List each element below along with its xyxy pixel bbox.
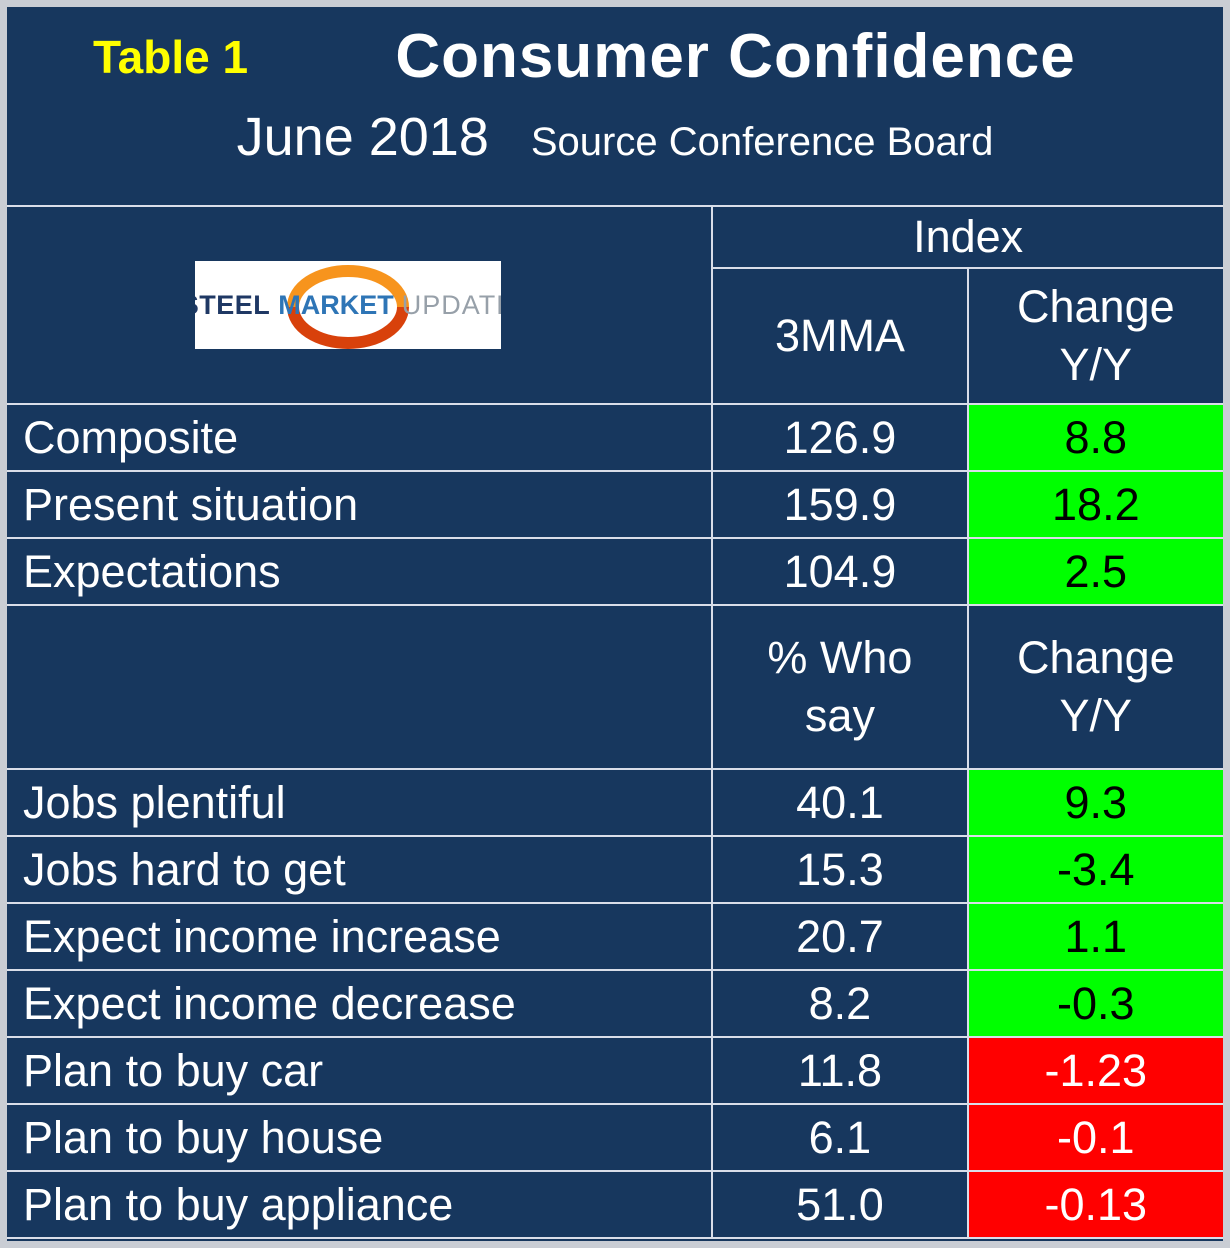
row-label: Plan to buy appliance	[7, 1170, 714, 1239]
row-label: Jobs hard to get	[7, 835, 714, 904]
col-header-3mma: 3MMA	[712, 267, 969, 405]
change-cell: 8.8	[966, 403, 1223, 472]
section-spacer-cell	[7, 604, 714, 770]
change-cell: 18.2	[966, 470, 1223, 539]
consumer-confidence-table: STEEL MARKET UPDATE Index 3MMA Change Y/…	[7, 205, 1223, 1239]
date-label: June 2018	[236, 107, 489, 167]
source-label: Source Conference Board	[530, 120, 994, 164]
index-group-header: Index	[711, 205, 1223, 269]
row-label: Jobs plentiful	[7, 768, 714, 837]
group-header-row: STEEL MARKET UPDATE Index	[7, 205, 1223, 405]
value-cell: 6.1	[711, 1103, 969, 1172]
value-cell: 104.9	[711, 537, 969, 606]
change-cell: -0.13	[966, 1170, 1223, 1239]
row-label: Present situation	[7, 470, 714, 539]
value-cell: 20.7	[711, 902, 969, 971]
change-cell: 9.3	[966, 768, 1223, 837]
row-label: Expect income decrease	[7, 969, 714, 1038]
change-cell: -0.1	[966, 1103, 1223, 1172]
table-number-label: Table 1	[93, 30, 249, 83]
table-row: Jobs plentiful 40.1 9.3	[7, 768, 1223, 837]
page-title: Consumer Confidence	[395, 22, 1076, 91]
row-label: Expectations	[7, 537, 714, 606]
change-cell: -1.23	[966, 1036, 1223, 1105]
table-row: Expect income decrease 8.2 -0.3	[7, 969, 1223, 1038]
column-header-row: 3MMA Change Y/Y	[7, 267, 1223, 405]
table-row: Present situation 159.9 18.2	[7, 470, 1223, 539]
logo-text-steel: STEEL	[195, 289, 271, 320]
row-label: Composite	[7, 403, 714, 472]
header: Table 1 Consumer Confidence June 2018 So…	[7, 7, 1223, 205]
value-cell: 159.9	[711, 470, 969, 539]
value-cell: 11.8	[711, 1036, 969, 1105]
logo-text-update: UPDATE	[401, 289, 501, 320]
title-row: Table 1 Consumer Confidence	[7, 21, 1223, 92]
table-row: Expectations 104.9 2.5	[7, 537, 1223, 606]
col-header-pct-who-say: % Who say	[711, 604, 969, 770]
col-header-change-yy: Change Y/Y	[966, 267, 1223, 405]
change-cell: -3.4	[966, 835, 1223, 904]
table-row: Jobs hard to get 15.3 -3.4	[7, 835, 1223, 904]
steel-market-update-logo: STEEL MARKET UPDATE	[195, 261, 501, 349]
table-row: Plan to buy appliance 51.0 -0.13	[7, 1170, 1223, 1239]
logo-text-market: MARKET	[278, 289, 394, 320]
subtitle-row: June 2018 Source Conference Board	[7, 106, 1223, 168]
value-cell: 8.2	[711, 969, 969, 1038]
value-cell: 51.0	[711, 1170, 969, 1239]
table-row: Plan to buy house 6.1 -0.1	[7, 1103, 1223, 1172]
col-header-change-yy-2: Change Y/Y	[966, 604, 1223, 770]
logo-cell: STEEL MARKET UPDATE	[7, 205, 714, 405]
value-cell: 40.1	[711, 768, 969, 837]
row-label: Expect income increase	[7, 902, 714, 971]
change-cell: 1.1	[966, 902, 1223, 971]
value-cell: 15.3	[711, 835, 969, 904]
change-cell: 2.5	[966, 537, 1223, 606]
value-cell: 126.9	[711, 403, 969, 472]
table-row: Composite 126.9 8.8	[7, 403, 1223, 472]
row-label: Plan to buy house	[7, 1103, 714, 1172]
table-row: Expect income increase 20.7 1.1	[7, 902, 1223, 971]
change-cell: -0.3	[966, 969, 1223, 1038]
logo-swoosh-icon	[287, 265, 409, 349]
row-label: Plan to buy car	[7, 1036, 714, 1105]
section2-header-row: % Who say Change Y/Y	[7, 604, 1223, 770]
table-row: Plan to buy car 11.8 -1.23	[7, 1036, 1223, 1105]
